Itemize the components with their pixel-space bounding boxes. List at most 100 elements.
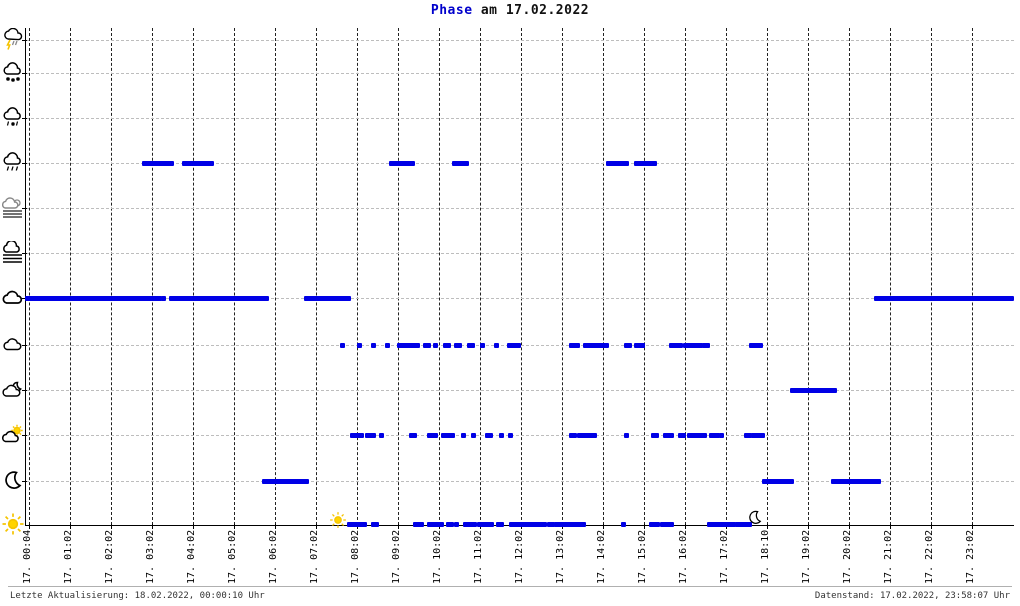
data-point: [61, 296, 66, 301]
data-point: [886, 296, 891, 301]
x-gridline: [562, 28, 563, 525]
data-point: [439, 522, 444, 527]
data-point: [961, 296, 966, 301]
x-gridline: [726, 28, 727, 525]
data-point: [70, 296, 75, 301]
data-point: [433, 522, 438, 527]
data-point: [681, 433, 686, 438]
data-point: [458, 161, 463, 166]
data-point: [446, 522, 451, 527]
data-point: [471, 433, 476, 438]
y-axis-tick: [22, 481, 27, 482]
data-point: [145, 296, 150, 301]
data-point: [747, 433, 752, 438]
data-point: [261, 296, 266, 301]
data-point: [612, 161, 617, 166]
data-point: [524, 522, 529, 527]
data-point: [846, 479, 851, 484]
data-point: [569, 433, 574, 438]
data-point: [240, 296, 245, 301]
data-point: [73, 296, 78, 301]
data-point: [188, 161, 193, 166]
data-point: [910, 296, 915, 301]
y-gridline: [26, 390, 1014, 391]
data-point: [660, 522, 665, 527]
data-point: [774, 479, 779, 484]
x-axis-label: 17. 14:02: [596, 529, 607, 584]
data-status-text: Datenstand: 17.02.2022, 23:58:07 Uhr: [814, 591, 1010, 601]
x-axis-label: 17. 05:02: [227, 529, 238, 584]
data-point: [589, 433, 594, 438]
data-point: [313, 296, 318, 301]
x-axis-label: 17. 22:02: [924, 529, 935, 584]
data-point: [521, 522, 526, 527]
data-point: [409, 433, 414, 438]
data-point: [946, 296, 951, 301]
data-point: [589, 343, 594, 348]
y-axis-tick: [22, 208, 27, 209]
cloudy-icon: [0, 332, 25, 358]
data-point: [157, 296, 162, 301]
data-point: [340, 296, 345, 301]
data-point: [466, 522, 471, 527]
data-point: [403, 343, 408, 348]
data-point: [91, 296, 96, 301]
data-point: [175, 296, 180, 301]
data-point: [663, 522, 668, 527]
data-point: [1006, 296, 1011, 301]
data-point: [624, 343, 629, 348]
data-point: [480, 522, 485, 527]
data-point: [160, 161, 165, 166]
data-point: [719, 522, 724, 527]
y-axis-tick: [22, 163, 27, 164]
x-gridline: [685, 28, 686, 525]
data-point: [413, 522, 418, 527]
data-point: [979, 296, 984, 301]
data-point: [757, 433, 762, 438]
x-axis-tick: [193, 524, 194, 529]
x-gridline: [234, 28, 235, 525]
data-point: [161, 296, 166, 301]
data-point: [454, 343, 459, 348]
data-point: [85, 296, 90, 301]
data-point: [913, 296, 918, 301]
data-point: [58, 296, 63, 301]
data-point: [747, 522, 752, 527]
data-point: [940, 296, 945, 301]
data-point: [643, 161, 648, 166]
data-point: [88, 296, 93, 301]
data-point: [307, 296, 312, 301]
data-point: [586, 343, 591, 348]
data-point: [258, 296, 263, 301]
data-point: [615, 161, 620, 166]
data-point: [817, 388, 822, 393]
data-point: [1009, 296, 1014, 301]
data-point: [696, 433, 701, 438]
x-axis-label: 17. 10:02: [432, 529, 443, 584]
data-point: [569, 343, 574, 348]
x-axis-tick: [152, 524, 153, 529]
data-point: [861, 479, 866, 484]
data-point: [340, 343, 345, 348]
x-gridline: [111, 28, 112, 525]
data-point: [433, 343, 438, 348]
data-point: [829, 388, 834, 393]
data-point: [331, 296, 336, 301]
data-point: [64, 296, 69, 301]
data-point: [356, 522, 361, 527]
data-point: [707, 522, 712, 527]
x-axis-tick: [603, 524, 604, 529]
x-axis-tick: [972, 524, 973, 529]
data-point: [124, 296, 129, 301]
last-update-text: Letzte Aktualisierung: 18.02.2022, 00:00…: [10, 591, 265, 601]
data-point: [698, 343, 703, 348]
data-point: [461, 161, 466, 166]
data-point: [716, 522, 721, 527]
data-point: [397, 343, 402, 348]
data-point: [310, 296, 315, 301]
data-point: [353, 522, 358, 527]
data-point: [802, 388, 807, 393]
data-point: [577, 433, 582, 438]
data-point: [190, 296, 195, 301]
data-point: [398, 161, 403, 166]
